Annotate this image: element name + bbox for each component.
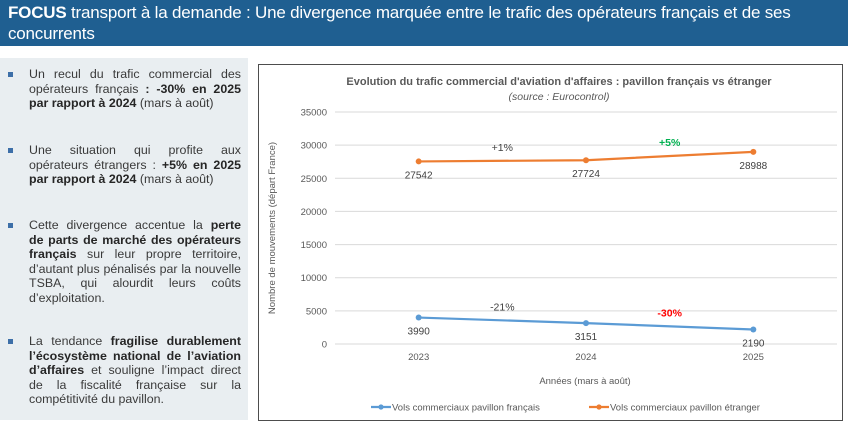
legend-item: Vols commerciaux pavillon étranger <box>589 403 760 414</box>
y-tick-label: 20000 <box>301 207 327 218</box>
bullet-text: Cette divergence accentue la perte de pa… <box>29 218 241 306</box>
bullet-run: Cette divergence accentue la <box>29 218 211 232</box>
data-label: 27542 <box>405 170 433 181</box>
data-label: 28988 <box>739 161 767 172</box>
legend: Vols commerciaux pavillon français Vols c… <box>371 403 760 414</box>
legend-marker-icon <box>378 404 384 410</box>
data-point <box>415 314 422 321</box>
bullet-run: sur leur propre territoire, d’autant plu… <box>29 247 241 305</box>
page-title: FOCUS transport à la demande : Une diver… <box>0 0 848 46</box>
data-point <box>583 320 589 327</box>
x-tick-label: 2023 <box>408 352 429 363</box>
bullet-run: Une situation qui profite aux opérateurs… <box>29 143 241 172</box>
change-label: -30% <box>657 307 682 319</box>
data-point <box>415 158 422 165</box>
bullet-emphasis: : -30% en 2025 par rapport à 2024 <box>29 81 241 111</box>
bullet-run: Un recul du trafic commercial des opérat… <box>29 67 241 96</box>
y-tick-label: 35000 <box>301 108 327 119</box>
y-tick-label: 25000 <box>301 174 327 185</box>
y-tick-labels: 0 5000 10000 15000 20000 25000 30000 35000 <box>301 108 327 351</box>
bullet-emphasis: perte de parts de marché des opérateurs … <box>29 218 241 262</box>
gridlines <box>335 111 837 345</box>
data-label: 3990 <box>408 327 431 338</box>
series-french: 3990 3151 2190 -21% -30% <box>408 301 765 349</box>
legend-marker-icon <box>596 404 602 410</box>
bullet-text: La tendance fragilise durablement l’écos… <box>29 334 241 407</box>
change-label: +1% <box>492 142 513 154</box>
legend-label: Vols commerciaux pavillon français <box>392 403 540 414</box>
bullet-square-icon <box>8 72 13 77</box>
legend-label: Vols commerciaux pavillon étranger <box>610 403 760 414</box>
data-label: 27724 <box>572 169 600 180</box>
key-points-panel: Un recul du trafic commercial des opérat… <box>0 58 248 420</box>
y-tick-label: 10000 <box>301 273 327 284</box>
data-point <box>750 148 757 155</box>
title-bold: FOCUS <box>8 3 67 22</box>
legend-item: Vols commerciaux pavillon français <box>371 403 540 414</box>
data-label: 2190 <box>742 338 765 349</box>
data-label: 3151 <box>575 332 598 343</box>
bullet-run: (mars à août) <box>136 172 214 187</box>
change-label: +5% <box>659 137 681 149</box>
series-group: 3990 3151 2190 -21% -30% 27542 27724 28988 +1% +5… <box>405 137 768 349</box>
bullet-square-icon <box>8 223 13 228</box>
bullet-square-icon <box>8 339 13 344</box>
y-tick-label: 0 <box>322 340 327 351</box>
bullet-text: Un recul du trafic commercial des opérat… <box>29 67 241 111</box>
bullet-emphasis: fragilise durablement l’écosystème natio… <box>29 334 241 378</box>
bullet-text: Une situation qui profite aux opérateurs… <box>29 143 241 187</box>
y-tick-label: 15000 <box>301 240 327 251</box>
line-chart: Evolution du trafic commercial d'aviatio… <box>267 76 837 414</box>
data-point <box>750 326 757 333</box>
y-tick-label: 5000 <box>306 306 327 317</box>
chart-container: Evolution du trafic commercial d'aviatio… <box>258 64 843 421</box>
bullet-run: et souligne l’impact direct de la fiscal… <box>29 363 241 407</box>
title-text: transport à la demande : Une divergence … <box>8 3 791 43</box>
change-label: -21% <box>490 301 515 313</box>
x-tick-labels: 2023 2024 2025 <box>408 352 764 363</box>
bullet-run: La tendance <box>29 334 111 348</box>
bullet-emphasis: +5% en 2025 par rapport à 2024 <box>29 157 241 187</box>
bullet-run: (mars à août) <box>136 96 214 111</box>
chart-subtitle: (source : Eurocontrol) <box>509 91 610 103</box>
y-tick-label: 30000 <box>301 141 327 152</box>
series-foreign: 27542 27724 28988 +1% +5% <box>405 137 768 181</box>
x-axis-label: Années (mars à août) <box>539 376 630 387</box>
x-tick-label: 2024 <box>575 352 596 363</box>
bullet-square-icon <box>8 148 13 153</box>
y-axis-label: Nombre de mouvements (départ France) <box>267 142 278 314</box>
chart-title: Evolution du trafic commercial d'aviatio… <box>346 76 772 88</box>
data-point <box>583 157 589 164</box>
x-tick-label: 2025 <box>743 352 764 363</box>
